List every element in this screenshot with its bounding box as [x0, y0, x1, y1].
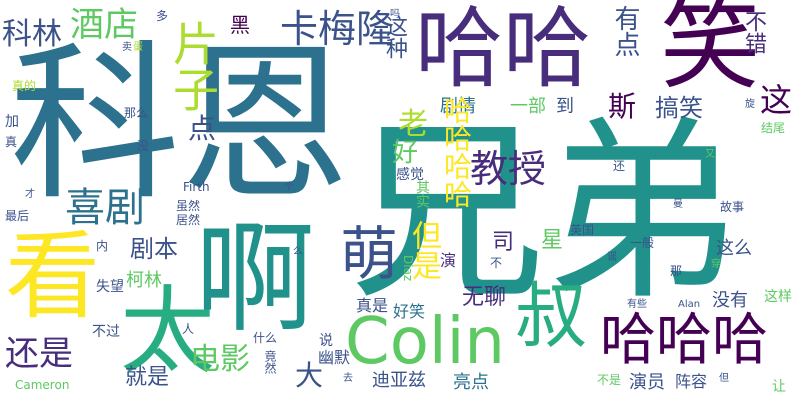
- word-again: 又: [705, 149, 715, 160]
- word-wear: 穿: [711, 259, 721, 270]
- word-that: 那: [670, 264, 683, 278]
- word-so: 这么: [716, 238, 752, 259]
- word-colin: Colin: [345, 305, 505, 379]
- word-feeling: 感觉: [396, 167, 424, 183]
- word-disappointed: 失望: [96, 279, 124, 295]
- word-also: 还: [613, 159, 626, 173]
- word-alan: Alan: [678, 299, 701, 310]
- word-what: 什么: [253, 331, 278, 345]
- word-true: 真: [5, 135, 18, 149]
- word-script: 剧本: [130, 235, 178, 263]
- word-britain: 英国: [570, 223, 595, 237]
- word-but: 但是: [406, 220, 441, 280]
- word-colin-cn: 科林: [2, 17, 62, 52]
- word-film: 片子: [166, 20, 220, 112]
- word-plus: 加: [5, 114, 19, 130]
- word-really-2: 真的: [12, 79, 37, 93]
- word-professor: 教授: [470, 147, 547, 191]
- word-hotel: 酒店: [70, 5, 138, 45]
- word-comedy: 喜剧: [65, 185, 145, 231]
- word-actor: 演员: [629, 372, 665, 393]
- word-hahahaha: 哈哈哈哈: [440, 96, 473, 208]
- word-actually: 其实: [414, 180, 430, 208]
- word-hilarious: 好笑: [393, 302, 426, 321]
- word-ordinary: 一般: [630, 236, 655, 250]
- word-just: 就是: [125, 365, 170, 390]
- word-movie: 电影: [190, 342, 250, 377]
- word-however: 不过: [92, 324, 120, 340]
- word-many: 多: [156, 9, 169, 23]
- word-unit: 个: [284, 182, 294, 193]
- word-ending: 结尾: [761, 121, 786, 135]
- word-inside: 内: [96, 239, 109, 253]
- word-like-this: 这样: [764, 289, 792, 305]
- word-boring: 无聊: [462, 285, 507, 310]
- word-act: 演: [440, 251, 457, 270]
- word-not-is: 不是: [597, 373, 622, 387]
- word-funny: 搞笑: [655, 94, 703, 122]
- word-laugh: 笑: [660, 0, 760, 103]
- word-to: 到: [556, 96, 574, 117]
- word-highlight: 亮点: [453, 372, 489, 393]
- word-surprisingly: 竟然: [263, 350, 277, 374]
- word-story: 故事: [720, 200, 745, 214]
- word-uncle: 叔: [515, 274, 588, 358]
- word-no: 不: [490, 256, 503, 270]
- word-sell: 卖: [122, 42, 132, 53]
- word-brothers: 兄弟: [350, 99, 740, 326]
- word-good: 好: [392, 138, 419, 168]
- word-kelin: 柯林: [126, 270, 162, 291]
- word-hahaha-1: 哈哈哈: [600, 308, 768, 373]
- word-si: 斯: [608, 90, 637, 123]
- word-diaz-cn: 迪亚兹: [372, 370, 426, 391]
- word-swirl: 旋: [745, 99, 755, 110]
- word-go: 去: [343, 373, 353, 384]
- word-finally: 最后: [5, 209, 30, 223]
- word-none: 没有: [712, 290, 748, 311]
- word-humor: 幽默: [318, 348, 351, 367]
- word-firth: Firth: [183, 180, 210, 194]
- word-rumor: 谣: [607, 252, 617, 263]
- word-haha: 哈哈: [415, 0, 592, 100]
- word-unexpectedly: 居然: [176, 213, 201, 227]
- word-one-film: 一部: [510, 96, 546, 117]
- word-only: 才: [25, 189, 35, 200]
- word-old: 老: [398, 107, 428, 142]
- word-ah: 啊: [195, 210, 315, 349]
- word-egg: 蛋: [133, 42, 143, 53]
- word-say: 说: [319, 333, 333, 349]
- word-point: 点: [188, 112, 217, 145]
- word-cast: 阵容: [675, 372, 708, 391]
- word-but-2: 但: [719, 373, 729, 384]
- word-diaz: Diaz: [401, 255, 415, 282]
- word-cameron: Cameron: [15, 378, 70, 392]
- word-me: 么: [293, 246, 303, 257]
- word-si-2: 司: [492, 230, 515, 255]
- word-keen: 科恩: [10, 26, 351, 224]
- word-really: 真是: [356, 296, 389, 315]
- word-man: 曼: [673, 199, 683, 210]
- word-star: 星: [541, 228, 564, 253]
- word-plot: 剧情: [440, 96, 476, 117]
- word-cameron-cn: 卡梅隆: [280, 7, 395, 51]
- word-a-bit: 有点: [610, 5, 640, 57]
- word-this-kind: 这种: [382, 15, 407, 59]
- word-watch: 看: [5, 222, 101, 332]
- word-person: 人: [182, 322, 195, 336]
- word-this: 这: [760, 81, 793, 119]
- word-big: 大: [295, 359, 324, 392]
- word-although: 虽然: [176, 199, 201, 213]
- word-question: 吗: [390, 9, 400, 20]
- word-not-bad: 不错: [741, 10, 766, 54]
- word-still: 还是: [5, 334, 73, 374]
- word-black: 黑: [230, 13, 250, 37]
- word-some: 有些: [627, 299, 647, 310]
- word-cute: 萌: [340, 220, 399, 288]
- word-then: 那么: [124, 106, 149, 120]
- word-too: 太: [120, 277, 216, 387]
- word-didnt: 没: [137, 139, 150, 153]
- word-let: 让: [772, 379, 786, 395]
